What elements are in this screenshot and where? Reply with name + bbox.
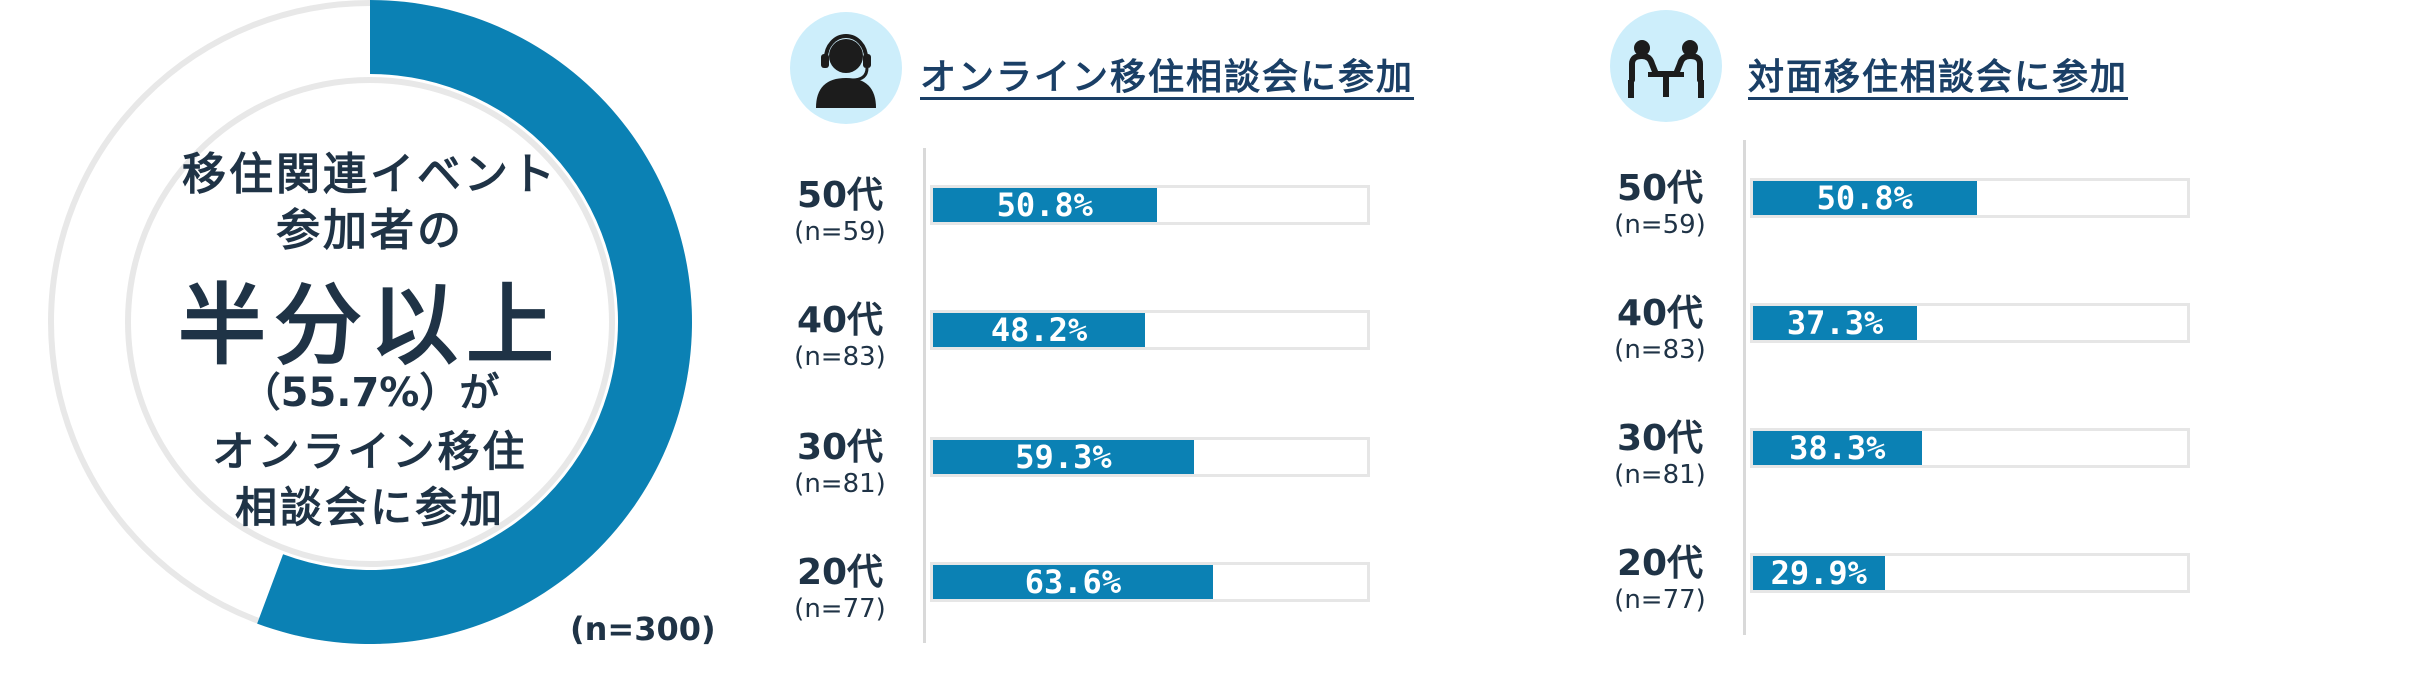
sample-size-label: (n=59) bbox=[794, 217, 886, 247]
age-group-label: 40代 bbox=[1616, 293, 1704, 334]
row-label: 50代 (n=59) bbox=[780, 175, 900, 247]
bar bbox=[1753, 306, 1918, 340]
bar-value-label: 59.3% bbox=[1015, 438, 1112, 476]
bar bbox=[933, 440, 1194, 474]
bar-value-label: 48.2% bbox=[990, 311, 1088, 349]
sample-size-label: (n=83) bbox=[794, 342, 886, 372]
age-group-label: 50代 bbox=[796, 175, 884, 216]
online-panel-title: オンライン移住相談会に参加 bbox=[920, 57, 1415, 98]
row-label: 40代 (n=83) bbox=[1600, 293, 1720, 365]
bar bbox=[1753, 431, 1922, 465]
row-label: 50代 (n=59) bbox=[1600, 168, 1720, 240]
f2f-panel-title: 対面移住相談会に参加 bbox=[1748, 57, 2129, 98]
icon-circle bbox=[790, 12, 902, 124]
icon-circle bbox=[1610, 10, 1722, 122]
headset-operator-icon bbox=[816, 34, 876, 108]
age-group-label: 30代 bbox=[796, 427, 884, 468]
summary-percent: （55.7%）が bbox=[240, 370, 500, 416]
row-label: 30代 (n=81) bbox=[1600, 418, 1720, 490]
bar-value-label: 29.9% bbox=[1770, 554, 1867, 592]
face-to-face-meeting-icon bbox=[1628, 40, 1704, 98]
row-label: 20代 (n=77) bbox=[780, 552, 900, 624]
row-label: 20代 (n=77) bbox=[1600, 543, 1720, 615]
row-label: 40代 (n=83) bbox=[780, 300, 900, 372]
sample-size-label: (n=77) bbox=[794, 594, 886, 624]
bar bbox=[933, 565, 1213, 599]
row-label: 30代 (n=81) bbox=[780, 427, 900, 499]
summary-headline: 半分以上 bbox=[177, 274, 562, 377]
bar-value-label: 37.3% bbox=[1786, 304, 1884, 342]
age-group-label: 20代 bbox=[1616, 543, 1704, 584]
sample-size-label: (n=59) bbox=[1614, 210, 1706, 240]
donut-svg bbox=[48, 0, 692, 644]
f2f-axis-line bbox=[1743, 140, 1746, 635]
donut-inner-ring bbox=[125, 77, 615, 567]
bar-value-label: 50.8% bbox=[996, 186, 1093, 224]
bar-track: 50.8% bbox=[930, 185, 1370, 225]
online-consultation-panel: オンライン移住相談会に参加 50代 (n=59) 50.8% 40代 (n=83) 48.… bbox=[780, 0, 1420, 684]
summary-sample-size: (n=300) bbox=[570, 610, 716, 648]
online-axis-line bbox=[923, 148, 926, 643]
bar-value-label: 50.8% bbox=[1816, 179, 1913, 217]
summary-line-2: 参加者の bbox=[276, 205, 464, 256]
bar-value-label: 38.3% bbox=[1789, 429, 1886, 467]
face-to-face-consultation-panel: 対面移住相談会に参加 50代 (n=59) 50.8% 40代 (n=83) 37.3% 3… bbox=[1600, 0, 2300, 684]
summary-line-1: 移住関連イベント bbox=[182, 149, 558, 200]
age-group-label: 40代 bbox=[796, 300, 884, 341]
sample-size-label: (n=83) bbox=[1614, 335, 1706, 365]
summary-line-6: 相談会に参加 bbox=[234, 483, 505, 532]
bar bbox=[933, 313, 1146, 347]
summary-line-5: オンライン移住 bbox=[212, 427, 528, 476]
bar-track: 63.6% bbox=[930, 562, 1370, 602]
bar bbox=[1753, 181, 1977, 215]
age-group-label: 30代 bbox=[1616, 418, 1704, 459]
bar-track: 38.3% bbox=[1750, 428, 2190, 468]
bar bbox=[1753, 556, 1885, 590]
bar-value-label: 63.6% bbox=[1024, 563, 1122, 601]
bar-track: 48.2% bbox=[930, 310, 1370, 350]
sample-size-label: (n=77) bbox=[1614, 585, 1706, 615]
bar-track: 29.9% bbox=[1750, 553, 2190, 593]
summary-donut-chart: 移住関連イベント 参加者の 半分以上 （55.7%）が オンライン移住 相談会に… bbox=[0, 0, 760, 684]
sample-size-label: (n=81) bbox=[794, 469, 886, 499]
bar bbox=[933, 188, 1157, 222]
age-group-label: 50代 bbox=[1616, 168, 1704, 209]
bar-track: 50.8% bbox=[1750, 178, 2190, 218]
bar-track: 37.3% bbox=[1750, 303, 2190, 343]
bar-track: 59.3% bbox=[930, 437, 1370, 477]
donut-slice-online bbox=[257, 0, 692, 644]
age-group-label: 20代 bbox=[796, 552, 884, 593]
sample-size-label: (n=81) bbox=[1614, 460, 1706, 490]
